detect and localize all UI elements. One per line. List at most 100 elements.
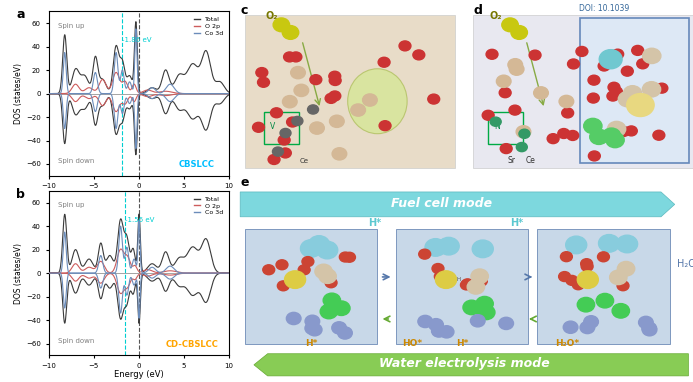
Circle shape xyxy=(279,148,291,158)
Text: Water electrolysis mode: Water electrolysis mode xyxy=(379,357,550,370)
Circle shape xyxy=(419,249,430,259)
Text: H₂O: H₂O xyxy=(677,259,693,269)
Circle shape xyxy=(278,135,290,145)
Circle shape xyxy=(617,126,629,136)
Circle shape xyxy=(301,240,322,257)
Circle shape xyxy=(597,252,609,262)
Circle shape xyxy=(315,264,332,279)
Circle shape xyxy=(283,52,295,62)
Text: Spin up: Spin up xyxy=(58,202,84,209)
Text: H*: H* xyxy=(369,218,382,228)
Circle shape xyxy=(351,104,365,116)
Text: Sr: Sr xyxy=(508,157,516,165)
Circle shape xyxy=(432,325,446,337)
Circle shape xyxy=(310,74,322,84)
Circle shape xyxy=(444,274,456,284)
Circle shape xyxy=(277,281,289,291)
Circle shape xyxy=(581,261,593,271)
Text: HO*: HO* xyxy=(402,340,422,348)
Circle shape xyxy=(599,50,622,69)
Circle shape xyxy=(577,271,598,288)
Circle shape xyxy=(308,236,330,253)
FancyArrow shape xyxy=(240,192,675,217)
Circle shape xyxy=(263,265,274,275)
Circle shape xyxy=(319,269,336,283)
Circle shape xyxy=(462,279,473,289)
Circle shape xyxy=(463,300,480,315)
Circle shape xyxy=(566,275,578,285)
Y-axis label: DOS (states/eV): DOS (states/eV) xyxy=(15,243,24,304)
FancyBboxPatch shape xyxy=(473,15,693,168)
Text: Ce: Ce xyxy=(526,157,536,165)
Circle shape xyxy=(317,241,337,259)
Circle shape xyxy=(280,128,291,138)
Circle shape xyxy=(418,316,432,328)
Circle shape xyxy=(332,322,346,334)
Circle shape xyxy=(413,50,425,60)
Circle shape xyxy=(482,110,494,120)
Circle shape xyxy=(290,52,302,62)
Circle shape xyxy=(325,94,337,104)
Circle shape xyxy=(285,271,306,288)
Circle shape xyxy=(499,317,514,330)
Circle shape xyxy=(439,326,454,338)
Circle shape xyxy=(329,91,341,101)
Circle shape xyxy=(562,108,574,118)
Circle shape xyxy=(471,315,485,327)
Circle shape xyxy=(565,236,587,254)
Circle shape xyxy=(467,280,484,294)
Circle shape xyxy=(252,122,265,132)
Circle shape xyxy=(305,322,319,334)
Circle shape xyxy=(547,134,559,144)
Text: O₂: O₂ xyxy=(265,11,278,21)
Circle shape xyxy=(258,77,270,87)
Circle shape xyxy=(584,316,599,328)
Circle shape xyxy=(563,321,578,333)
Text: H: H xyxy=(457,277,461,282)
Circle shape xyxy=(637,59,649,69)
Circle shape xyxy=(638,316,653,329)
Circle shape xyxy=(283,96,297,108)
Circle shape xyxy=(607,91,619,101)
Circle shape xyxy=(534,87,548,99)
Circle shape xyxy=(618,92,637,107)
Circle shape xyxy=(588,75,600,85)
X-axis label: Energy (eV): Energy (eV) xyxy=(114,370,164,379)
Text: N: N xyxy=(494,122,500,131)
Circle shape xyxy=(435,271,457,288)
X-axis label: Energy (eV): Energy (eV) xyxy=(114,191,164,200)
Circle shape xyxy=(606,133,624,148)
Circle shape xyxy=(602,128,621,143)
Circle shape xyxy=(516,142,527,152)
Circle shape xyxy=(610,270,627,285)
Circle shape xyxy=(310,122,324,134)
Text: H₂O*: H₂O* xyxy=(555,340,579,348)
Text: O₂: O₂ xyxy=(489,11,502,21)
Text: H*: H* xyxy=(510,218,523,228)
Circle shape xyxy=(308,105,319,114)
Circle shape xyxy=(617,235,638,253)
FancyBboxPatch shape xyxy=(396,229,528,344)
Circle shape xyxy=(559,96,574,108)
Text: a: a xyxy=(16,8,24,21)
Circle shape xyxy=(473,276,484,286)
Circle shape xyxy=(590,129,608,144)
Circle shape xyxy=(282,26,299,39)
Text: DOI: 10.1039: DOI: 10.1039 xyxy=(579,4,629,13)
Circle shape xyxy=(584,118,602,134)
Circle shape xyxy=(378,57,390,67)
Circle shape xyxy=(308,324,322,336)
Circle shape xyxy=(329,71,341,81)
Circle shape xyxy=(270,108,283,118)
Circle shape xyxy=(273,18,290,32)
Circle shape xyxy=(596,293,613,308)
Circle shape xyxy=(625,126,638,136)
Circle shape xyxy=(558,128,570,138)
Circle shape xyxy=(323,293,340,308)
Circle shape xyxy=(379,121,391,131)
Circle shape xyxy=(475,276,487,286)
Circle shape xyxy=(632,45,644,55)
Circle shape xyxy=(294,84,308,97)
FancyBboxPatch shape xyxy=(538,229,670,344)
Circle shape xyxy=(333,301,350,316)
